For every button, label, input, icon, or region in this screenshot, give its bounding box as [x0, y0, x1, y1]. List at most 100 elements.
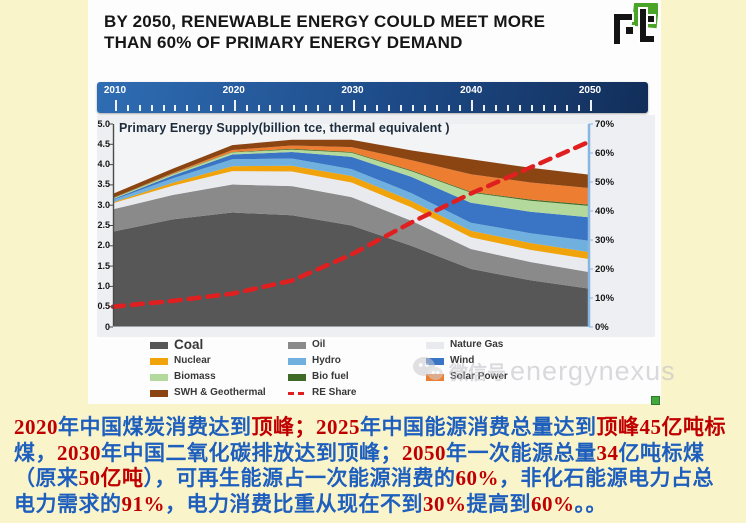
right-axis-tick-label: 60% — [595, 147, 615, 159]
caption-line: （原来50亿吨），可再生能源占一次能源消费的60%，非化石能源电力占总 — [14, 466, 736, 492]
timeline-minor-tick — [126, 105, 129, 111]
caption-segment: 2050 — [402, 440, 446, 465]
caption-segment: 年中国能源消费总量达到 — [360, 415, 597, 439]
legend-label: Coal — [174, 337, 204, 352]
slide-title-line-2: THAN 60% OF PRIMARY ENERGY DEMAND — [104, 33, 463, 52]
timeline-minor-tick — [411, 105, 414, 111]
right-axis-tick-label: 40% — [595, 205, 615, 217]
timeline-minor-tick — [281, 105, 284, 111]
area-series-swh-geothermal — [113, 139, 590, 198]
timeline-minor-tick — [245, 105, 248, 111]
timeline-minor-tick — [221, 105, 224, 111]
slide-title-line-1: BY 2050, RENEWABLE ENERGY COULD MEET MOR… — [104, 12, 546, 31]
caption-text: 2020年中国煤炭消费达到顶峰；2025年中国能源消费总量达到顶峰45亿吨标 煤，… — [14, 415, 736, 517]
legend-label: Hydro — [312, 355, 341, 366]
caption-segment: 2025 — [316, 415, 360, 439]
timeline-minor-tick — [186, 105, 189, 111]
timeline-year-label: 2010 — [103, 85, 127, 96]
area-series-nuclear — [113, 165, 590, 260]
legend-label: Wind — [450, 355, 475, 366]
caption-segment: 年中国煤炭消费达到 — [58, 415, 252, 439]
slide-content-panel: BY 2050, RENEWABLE ENERGY COULD MEET MOR… — [88, 0, 675, 405]
legend-label: SWH & Geothermal — [174, 387, 266, 398]
timeline-minor-tick — [150, 105, 153, 111]
caption-segment: 。。 — [574, 491, 607, 516]
legend-item-solar-power: Solar Power — [426, 371, 508, 382]
org-logo-emblem-icon — [612, 0, 660, 46]
timeline-minor-tick — [174, 105, 177, 111]
caption-segment: 60% — [531, 491, 575, 516]
timeline-minor-tick — [138, 105, 141, 111]
legend-item-biomass: Biomass — [150, 371, 216, 382]
left-axis-tick-label: 0.5 — [97, 301, 110, 312]
legend-item-hydro: Hydro — [288, 355, 341, 366]
legend-swatch — [426, 358, 444, 365]
caption-segment: 提高到 — [466, 491, 531, 516]
timeline-minor-tick — [400, 105, 402, 111]
caption-segment: 亿吨标煤 — [618, 440, 705, 465]
timeline-year-label: 2040 — [460, 85, 483, 96]
caption-segment: 顶峰45亿吨标 — [596, 415, 726, 439]
timeline-bar: 2010 2020 2030 2040 2050 — [97, 82, 648, 113]
right-axis-tick-label: 0% — [595, 321, 609, 333]
timeline-minor-tick — [328, 105, 331, 111]
left-axis-tick-label: 5.0 — [97, 118, 110, 129]
timeline-minor-tick — [483, 105, 486, 111]
timeline-minor-tick — [316, 105, 319, 111]
timeline-minor-tick — [542, 105, 545, 111]
legend-item-wind: Wind — [426, 355, 474, 366]
chart-title: Primary Energy Supply(billion tce, therm… — [119, 121, 450, 135]
legend-swatch — [150, 374, 168, 381]
left-axis-tick-label: 1.5 — [97, 260, 110, 271]
timeline-major-tick — [233, 100, 236, 111]
timeline-minor-tick — [162, 105, 165, 111]
area-series-hydro — [113, 158, 590, 253]
re-share-line — [110, 139, 593, 309]
timeline-minor-tick — [518, 105, 521, 111]
timeline-major-tick — [352, 100, 355, 111]
timeline-minor-tick — [210, 105, 212, 111]
caption-segment: 50亿吨 — [78, 466, 144, 490]
area-series-coal — [113, 212, 590, 327]
caption-segment: 煤， — [14, 440, 57, 465]
legend-item-coal: Coal — [150, 337, 204, 352]
caption-segment: ，电力消费比重从现在不到 — [165, 491, 423, 516]
legend-label: Solar Power — [450, 371, 508, 382]
left-axis-tick-label: 3.5 — [97, 179, 110, 190]
timeline-minor-tick — [578, 105, 581, 111]
legend-item-re-share: RE Share — [288, 387, 356, 398]
caption-segment: 年一次能源总量 — [446, 440, 597, 465]
timeline-year-label: 2020 — [222, 85, 245, 96]
legend-swatch — [150, 390, 168, 397]
caption-segment: 60% — [455, 466, 499, 490]
legend-label: Nature Gas — [450, 339, 504, 350]
right-axis-tick-label: 50% — [595, 176, 615, 188]
area-series-solar-power — [113, 145, 590, 205]
legend-item-oil: Oil — [288, 339, 325, 350]
chart-area: Primary Energy Supply(billion tce, therm… — [97, 115, 655, 337]
left-axis-tick-label: 3.0 — [97, 199, 110, 210]
timeline-minor-tick — [554, 105, 557, 111]
timeline-minor-tick — [388, 105, 391, 111]
legend-swatch — [426, 342, 444, 349]
timeline-minor-tick — [293, 105, 296, 111]
legend-item-swh-geothermal: SWH & Geothermal — [150, 387, 266, 398]
legend-label: RE Share — [312, 387, 357, 398]
caption-segment: 30% — [423, 491, 467, 516]
timeline-minor-tick — [269, 105, 272, 111]
legend-label: Oil — [312, 339, 326, 350]
right-axis-tick-label: 30% — [595, 234, 615, 246]
timeline-minor-tick — [506, 105, 509, 111]
legend-swatch — [288, 374, 306, 381]
caption-line: 2020年中国煤炭消费达到顶峰；2025年中国能源消费总量达到顶峰45亿吨标 — [14, 415, 736, 441]
timeline-minor-tick — [530, 105, 533, 111]
legend-label: Bio fuel — [312, 371, 349, 382]
timeline-minor-tick — [459, 105, 462, 111]
timeline-minor-tick — [495, 105, 497, 111]
timeline-minor-tick — [566, 105, 569, 111]
slide-title: BY 2050, RENEWABLE ENERGY COULD MEET MOR… — [104, 11, 624, 53]
caption-line: 煤，2030年中国二氧化碳排放达到顶峰；2050年一次能源总量34亿吨标煤 — [14, 441, 736, 467]
stacked-area-chart — [109, 123, 593, 328]
right-axis-tick-label: 20% — [595, 263, 615, 275]
caption-segment: 2030 — [57, 440, 101, 465]
